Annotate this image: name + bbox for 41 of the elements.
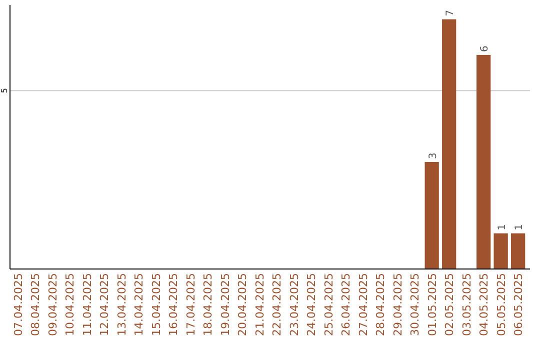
x-tick-label: 26.04.2025	[340, 273, 353, 336]
x-tick-label: 27.04.2025	[356, 273, 370, 336]
x-tick-label: 01.05.2025	[426, 273, 439, 336]
x-tick-label: 06.05.2025	[512, 273, 526, 336]
data-label: 6	[480, 46, 491, 52]
x-tick-label: 24.04.2025	[305, 273, 318, 336]
x-tick-label: 07.04.2025	[12, 273, 25, 336]
x-tick-label: 02.05.2025	[443, 273, 456, 336]
y-tick-label: 5	[0, 88, 9, 94]
x-tick-label: 05.05.2025	[494, 273, 508, 336]
x-tick-label: 10.04.2025	[64, 273, 77, 336]
x-tick-label: 12.04.2025	[98, 273, 112, 336]
bar	[476, 54, 491, 269]
x-tick-label: 29.04.2025	[391, 273, 404, 336]
x-tick-label: 20.04.2025	[236, 273, 250, 336]
x-tick-label: 21.04.2025	[253, 273, 266, 336]
data-label: 3	[428, 152, 439, 159]
x-tick-label: 23.04.2025	[288, 273, 301, 336]
x-tick-label: 25.04.2025	[322, 273, 336, 336]
bar	[424, 162, 439, 269]
x-tick-label: 16.04.2025	[167, 273, 180, 336]
x-tick-label: 03.05.2025	[460, 273, 474, 336]
x-tick-label: 09.04.2025	[46, 273, 60, 336]
x-tick-label: 18.04.2025	[202, 273, 215, 336]
data-label: 7	[445, 10, 456, 16]
bar	[494, 233, 508, 269]
x-tick-label: 28.04.2025	[374, 273, 388, 336]
x-tick-label: 04.05.2025	[478, 273, 491, 336]
data-label: 1	[496, 224, 508, 230]
x-tick-label: 19.04.2025	[218, 273, 232, 336]
x-tick-label: 11.04.2025	[80, 273, 94, 336]
x-tick-label: 13.04.2025	[115, 273, 128, 336]
bar	[510, 233, 526, 269]
x-tick-label: 15.04.2025	[150, 273, 163, 336]
x-tick-label: 14.04.2025	[132, 273, 146, 336]
x-tick-label: 22.04.2025	[270, 273, 284, 336]
bar	[442, 19, 456, 269]
x-tick-label: 17.04.2025	[184, 273, 198, 336]
data-label: 1	[514, 224, 526, 230]
x-tick-label: 30.04.2025	[408, 273, 422, 336]
x-tick-label: 08.04.2025	[29, 273, 42, 336]
